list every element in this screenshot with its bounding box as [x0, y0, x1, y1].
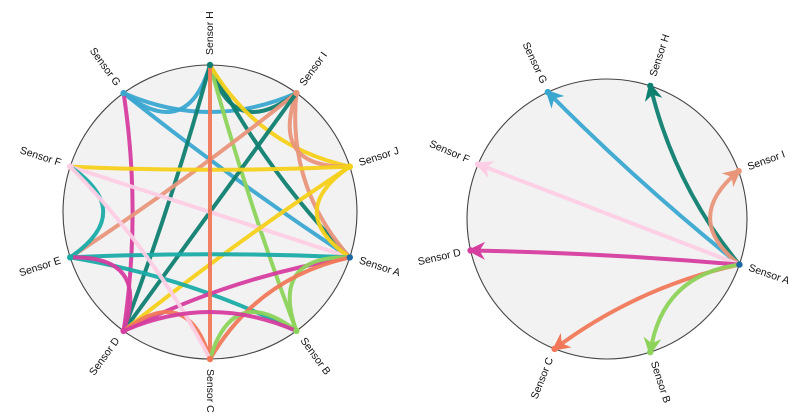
- node-sensor-a: [346, 254, 353, 261]
- node-sensor-h: [206, 61, 214, 69]
- node-sensor-j: [346, 163, 353, 170]
- label-sensor-a: Sensor A: [747, 262, 791, 287]
- label-sensor-d: Sensor D: [87, 335, 123, 378]
- link-g-to-d: [121, 91, 135, 333]
- node-sensor-d: [467, 247, 474, 254]
- node-sensor-c: [551, 345, 558, 352]
- node-sensor-b: [647, 348, 654, 356]
- link-a-to-g: [545, 89, 742, 267]
- node-sensor-g: [120, 89, 127, 97]
- label-sensor-b: Sensor B: [298, 335, 333, 377]
- node-sensor-d: [120, 327, 127, 335]
- link-j-to-d: [121, 164, 352, 333]
- label-sensor-c: Sensor C: [204, 369, 216, 413]
- label-sensor-c: Sensor C: [529, 355, 557, 400]
- label-sensor-h: Sensor H: [647, 33, 672, 78]
- node-sensor-a: [736, 261, 743, 268]
- label-sensor-h: Sensor H: [204, 11, 216, 55]
- label-sensor-f: Sensor F: [18, 144, 62, 169]
- right-chord-diagram: Sensor H Sensor I Sensor A Sensor B Sensor C…: [417, 33, 791, 405]
- label-sensor-i: Sensor I: [297, 50, 330, 89]
- link-a-to-i: [708, 168, 742, 267]
- label-sensor-d: Sensor D: [417, 247, 463, 269]
- label-sensor-a: Sensor A: [358, 255, 400, 280]
- link-a-to-b: [643, 262, 742, 356]
- link-h-to-b: [208, 63, 299, 333]
- link-a-to-h: [644, 82, 742, 267]
- left-chord-diagram: Sensor H Sensor I Sensor J Sensor A Sensor B…: [18, 11, 400, 413]
- link-d-to-b: [121, 310, 299, 333]
- node-sensor-f: [474, 161, 482, 168]
- link-f-to-e: [68, 164, 106, 260]
- link-h-to-a: [208, 63, 352, 260]
- label-sensor-g: Sensor G: [520, 40, 550, 85]
- right-links-group: [467, 82, 742, 356]
- label-sensor-g: Sensor G: [87, 45, 123, 88]
- right-nodes-group: [467, 82, 743, 356]
- link-e-to-b: [68, 255, 299, 333]
- link-e-to-d: [68, 255, 133, 333]
- link-j-to-a: [314, 164, 352, 260]
- right-circle-boundary: [466, 78, 748, 360]
- left-links-group: [68, 63, 352, 361]
- label-sensor-b: Sensor B: [648, 360, 673, 405]
- link-a-to-d: [467, 241, 742, 267]
- link-a-to-d: [121, 255, 352, 333]
- label-sensor-i: Sensor I: [746, 148, 787, 173]
- label-sensor-e: Sensor E: [18, 255, 63, 280]
- link-i-to-a: [293, 91, 352, 260]
- link-c-to-f: [68, 164, 212, 361]
- node-sensor-i: [293, 89, 300, 97]
- node-sensor-g: [544, 88, 551, 96]
- node-sensor-i: [735, 167, 742, 175]
- node-sensor-b: [293, 327, 300, 335]
- node-sensor-e: [67, 254, 74, 261]
- link-i-to-e: [68, 91, 299, 260]
- link-a-to-f: [474, 161, 742, 267]
- node-sensor-c: [206, 355, 214, 363]
- label-sensor-f: Sensor F: [427, 138, 471, 166]
- node-sensor-h: [647, 82, 654, 90]
- node-sensor-f: [67, 163, 74, 170]
- link-c-to-a: [208, 255, 352, 361]
- label-sensor-j: Sensor J: [357, 145, 400, 169]
- left-nodes-group: [67, 61, 353, 363]
